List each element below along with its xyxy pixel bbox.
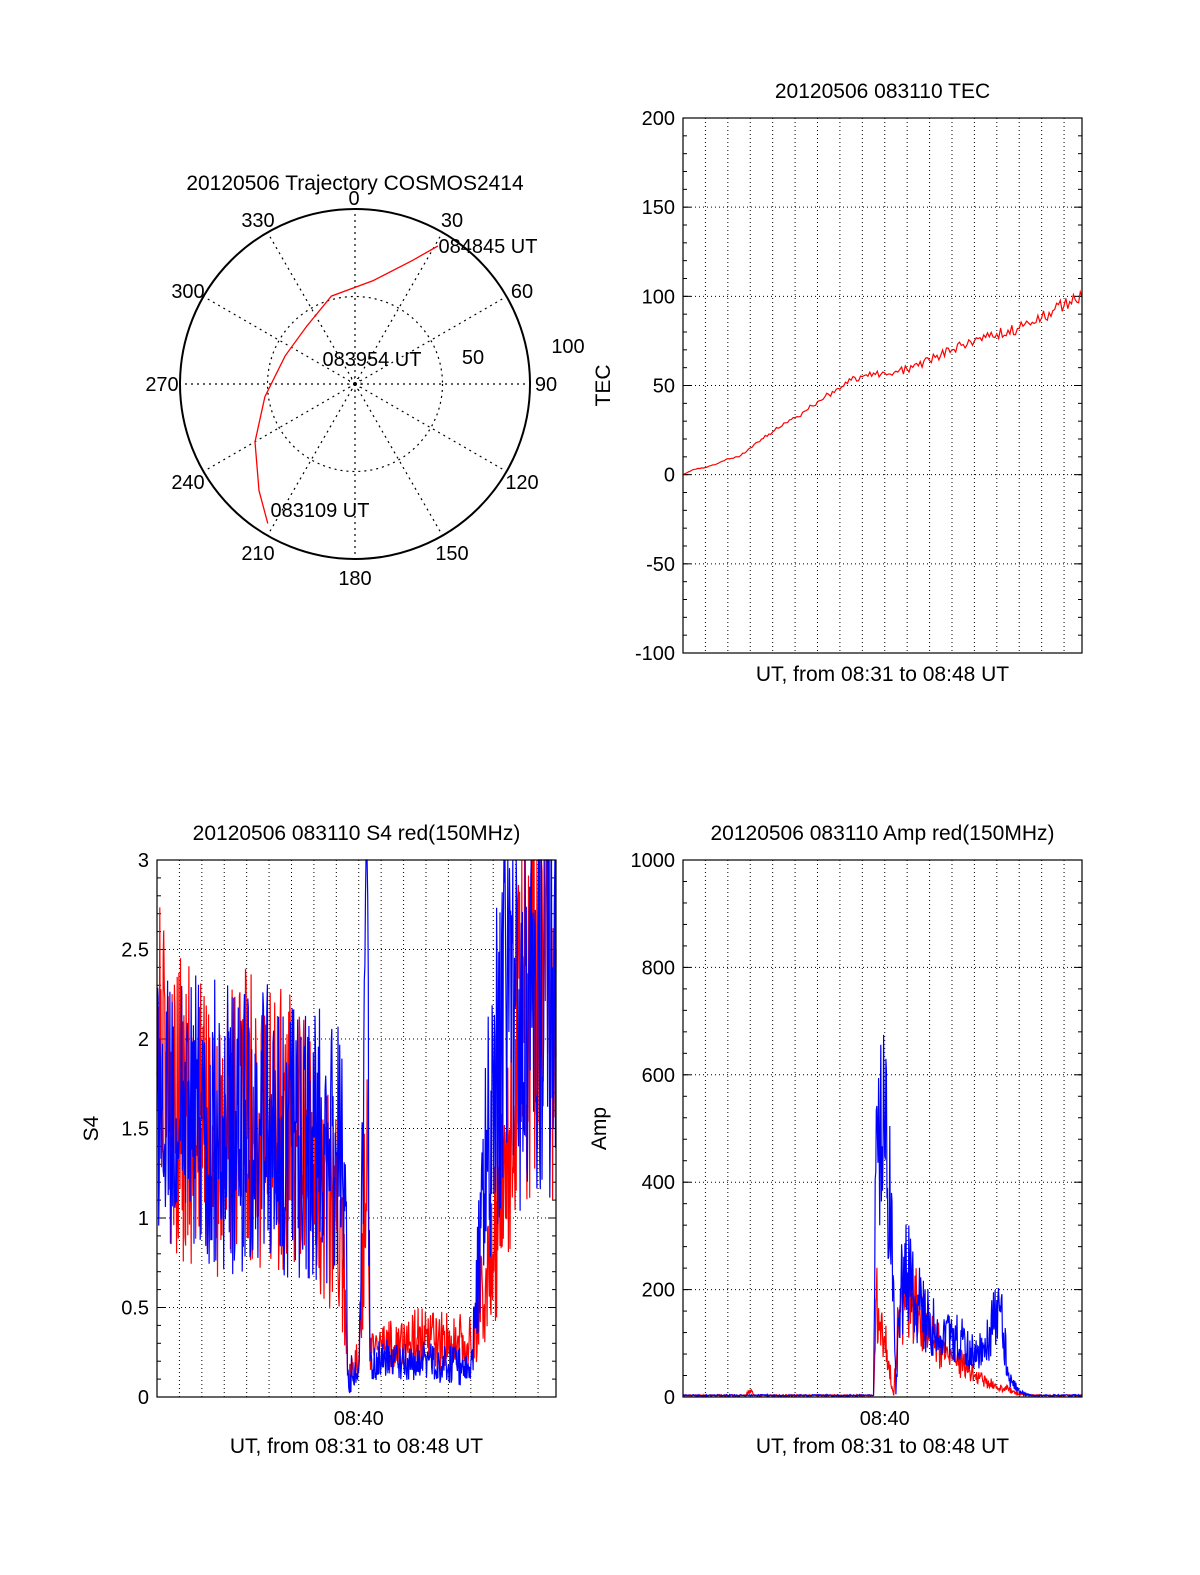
annotation-start-time: 083109 UT (271, 500, 370, 522)
azimuth-label: 210 (241, 543, 274, 565)
annotation-end-time: 084845 UT (439, 236, 538, 258)
azimuth-label: 60 (511, 281, 533, 303)
polar-spoke (203, 295, 356, 385)
y-tick-label: 100 (642, 286, 675, 308)
y-tick-label: 1 (138, 1208, 149, 1230)
y-tick-label: 2.5 (121, 940, 149, 962)
y-tick-label: 400 (642, 1172, 675, 1194)
tec-chart: -100 -50 0 50 100 150 200 20120506 083110 TEC TE… (592, 80, 1083, 686)
chart-title: 20120506 083110 TEC (775, 80, 990, 103)
y-tick-label: 2 (138, 1029, 149, 1051)
y-tick-label: 0.5 (121, 1298, 149, 1320)
ring-label: 50 (462, 347, 484, 369)
azimuth-label: 300 (171, 281, 204, 303)
amp-series-line (682, 1034, 1083, 1398)
x-tick-label: 08:40 (334, 1408, 384, 1430)
polar-spoke (266, 383, 356, 536)
y-axis-label: S4 (80, 1115, 103, 1141)
y-axis-label: Amp (588, 1107, 611, 1150)
ring-label: 100 (551, 336, 584, 358)
s4-chart: 0 0.5 1 1.5 2 2.5 3 20120506 083110 S4 red(150M… (80, 822, 557, 1458)
y-tick-label: 200 (642, 108, 675, 130)
y-tick-label: 200 (642, 1280, 675, 1302)
x-axis-label: UT, from 08:31 to 08:48 UT (230, 1435, 483, 1458)
y-tick-label: 150 (642, 197, 675, 219)
y-tick-label: 0 (664, 1387, 675, 1409)
amp-series-line (682, 1267, 1083, 1398)
trajectory-title: 20120506 Trajectory COSMOS2414 (186, 172, 524, 195)
polar-grid-ring (266, 295, 444, 473)
azimuth-label: 90 (535, 374, 557, 396)
polar-spoke (266, 232, 356, 385)
y-tick-label: 1.5 (121, 1119, 149, 1141)
s4-series-line (156, 859, 557, 1394)
amp-chart: 0 200 400 600 800 1000 20120506 083110 Amp red… (588, 822, 1083, 1458)
y-tick-label: 3 (138, 850, 149, 872)
polar-spoke (354, 295, 507, 385)
polar-spoke (354, 383, 444, 536)
azimuth-label: 120 (505, 472, 538, 494)
annotation-mid-time: 083954 UT (323, 349, 422, 371)
trajectory-line (254, 245, 439, 524)
y-tick-label: 50 (653, 376, 675, 398)
azimuth-label: 240 (171, 472, 204, 494)
y-tick-label: 0 (664, 465, 675, 487)
azimuth-label: 150 (435, 543, 468, 565)
y-tick-label: 1000 (631, 850, 676, 872)
y-tick-label: 0 (138, 1387, 149, 1409)
x-axis-label: UT, from 08:31 to 08:48 UT (756, 663, 1009, 686)
y-axis-label: TEC (592, 365, 615, 407)
tec-series-line (682, 289, 1083, 476)
x-axis-label: UT, from 08:31 to 08:48 UT (756, 1435, 1009, 1458)
y-tick-label: -100 (635, 643, 675, 665)
polar-spoke (203, 383, 356, 473)
azimuth-label: 270 (145, 374, 178, 396)
y-tick-label: 600 (642, 1065, 675, 1087)
y-tick-label: 800 (642, 957, 675, 979)
plot-frame (682, 117, 1083, 654)
chart-title: 20120506 083110 Amp red(150MHz) (710, 822, 1054, 845)
azimuth-label: 0 (348, 188, 359, 210)
plot-frame (156, 859, 557, 1398)
polar-spoke (354, 383, 507, 473)
polar-spoke (354, 232, 444, 385)
y-tick-label: -50 (646, 554, 675, 576)
x-tick-label: 08:40 (860, 1408, 910, 1430)
plot-frame (682, 859, 1083, 1398)
azimuth-label: 30 (441, 210, 463, 232)
azimuth-label: 330 (241, 210, 274, 232)
azimuth-label: 180 (338, 568, 371, 590)
chart-title: 20120506 083110 S4 red(150MHz) (193, 822, 521, 845)
